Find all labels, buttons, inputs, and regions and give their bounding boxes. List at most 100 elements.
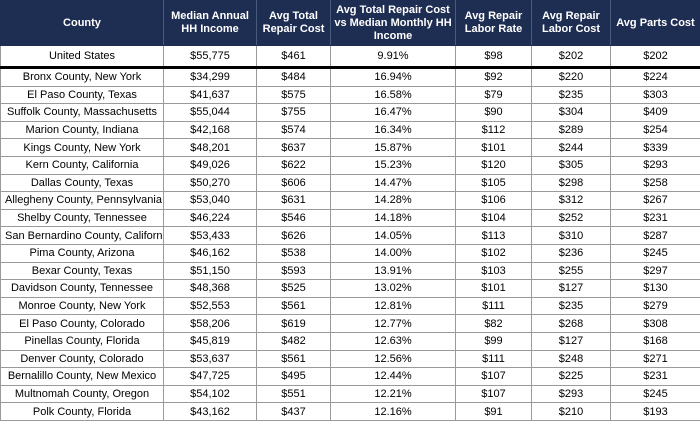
table-cell: $47,725 xyxy=(164,368,257,386)
table-cell: 16.58% xyxy=(331,86,456,104)
table-cell: El Paso County, Texas xyxy=(1,86,164,104)
table-cell: $50,270 xyxy=(164,174,257,192)
table-cell: $101 xyxy=(456,280,532,298)
table-cell: $267 xyxy=(611,192,700,210)
table-cell: $561 xyxy=(257,350,331,368)
table-cell: $235 xyxy=(532,86,611,104)
table-cell: Bronx County, New York xyxy=(1,68,164,87)
table-cell: $626 xyxy=(257,227,331,245)
table-cell: $34,299 xyxy=(164,68,257,87)
table-cell: $82 xyxy=(456,315,532,333)
table-cell: $310 xyxy=(532,227,611,245)
table-cell: $45,819 xyxy=(164,332,257,350)
table-cell: $298 xyxy=(532,174,611,192)
table-cell: $220 xyxy=(532,68,611,87)
table-cell: $49,026 xyxy=(164,156,257,174)
table-cell: $574 xyxy=(257,121,331,139)
table-cell: $225 xyxy=(532,368,611,386)
table-cell: 12.16% xyxy=(331,403,456,421)
table-cell: $561 xyxy=(257,297,331,315)
table-cell: $41,637 xyxy=(164,86,257,104)
table-cell: $252 xyxy=(532,209,611,227)
table-cell: $305 xyxy=(532,156,611,174)
table-cell: $255 xyxy=(532,262,611,280)
table-cell: $258 xyxy=(611,174,700,192)
table-cell: $210 xyxy=(532,403,611,421)
table-row: Suffolk County, Massachusetts$55,044$755… xyxy=(1,104,700,122)
table-cell: Dallas County, Texas xyxy=(1,174,164,192)
table-cell: $46,162 xyxy=(164,244,257,262)
table-cell: 13.02% xyxy=(331,280,456,298)
table-cell: 13.91% xyxy=(331,262,456,280)
table-cell: Bexar County, Texas xyxy=(1,262,164,280)
table-cell: $637 xyxy=(257,139,331,157)
table-cell: $271 xyxy=(611,350,700,368)
table-cell: $308 xyxy=(611,315,700,333)
table-cell: $268 xyxy=(532,315,611,333)
summary-cell: United States xyxy=(1,46,164,68)
table-cell: Marion County, Indiana xyxy=(1,121,164,139)
table-cell: $92 xyxy=(456,68,532,87)
table-cell: $409 xyxy=(611,104,700,122)
table-cell: $235 xyxy=(532,297,611,315)
table-cell: 15.23% xyxy=(331,156,456,174)
table-cell: $90 xyxy=(456,104,532,122)
table-cell: $254 xyxy=(611,121,700,139)
summary-cell: 9.91% xyxy=(331,46,456,68)
table-cell: Denver County, Colorado xyxy=(1,350,164,368)
column-header: County xyxy=(1,1,164,46)
table-cell: San Bernardino County, California xyxy=(1,227,164,245)
table-cell: $48,368 xyxy=(164,280,257,298)
table-cell: $51,150 xyxy=(164,262,257,280)
table-cell: $231 xyxy=(611,209,700,227)
table-cell: 12.21% xyxy=(331,385,456,403)
column-header: Avg Repair Labor Rate xyxy=(456,1,532,46)
table-cell: $53,040 xyxy=(164,192,257,210)
table-cell: $245 xyxy=(611,385,700,403)
column-header: Median Annual HH Income xyxy=(164,1,257,46)
summary-cell: $202 xyxy=(611,46,700,68)
table-cell: $495 xyxy=(257,368,331,386)
table-cell: $79 xyxy=(456,86,532,104)
table-cell: $575 xyxy=(257,86,331,104)
table-cell: $99 xyxy=(456,332,532,350)
table-cell: $53,637 xyxy=(164,350,257,368)
table-cell: Kings County, New York xyxy=(1,139,164,157)
column-header: Avg Total Repair Cost vs Median Monthly … xyxy=(331,1,456,46)
summary-cell: $202 xyxy=(532,46,611,68)
table-cell: Bernalillo County, New Mexico xyxy=(1,368,164,386)
table-cell: $538 xyxy=(257,244,331,262)
table-cell: $312 xyxy=(532,192,611,210)
table-cell: $287 xyxy=(611,227,700,245)
column-header: Avg Parts Cost xyxy=(611,1,700,46)
summary-cell: $461 xyxy=(257,46,331,68)
table-cell: $303 xyxy=(611,86,700,104)
table-cell: Multnomah County, Oregon xyxy=(1,385,164,403)
table-cell: 15.87% xyxy=(331,139,456,157)
table-cell: $224 xyxy=(611,68,700,87)
summary-cell: $55,775 xyxy=(164,46,257,68)
table-cell: $622 xyxy=(257,156,331,174)
table-cell: $48,201 xyxy=(164,139,257,157)
table-cell: Allegheny County, Pennsylvania xyxy=(1,192,164,210)
table-cell: $107 xyxy=(456,385,532,403)
table-cell: $111 xyxy=(456,297,532,315)
table-cell: $43,162 xyxy=(164,403,257,421)
table-cell: $113 xyxy=(456,227,532,245)
table-cell: $245 xyxy=(611,244,700,262)
table-cell: 14.00% xyxy=(331,244,456,262)
table-cell: $91 xyxy=(456,403,532,421)
table-cell: $482 xyxy=(257,332,331,350)
table-row: San Bernardino County, California$53,433… xyxy=(1,227,700,245)
